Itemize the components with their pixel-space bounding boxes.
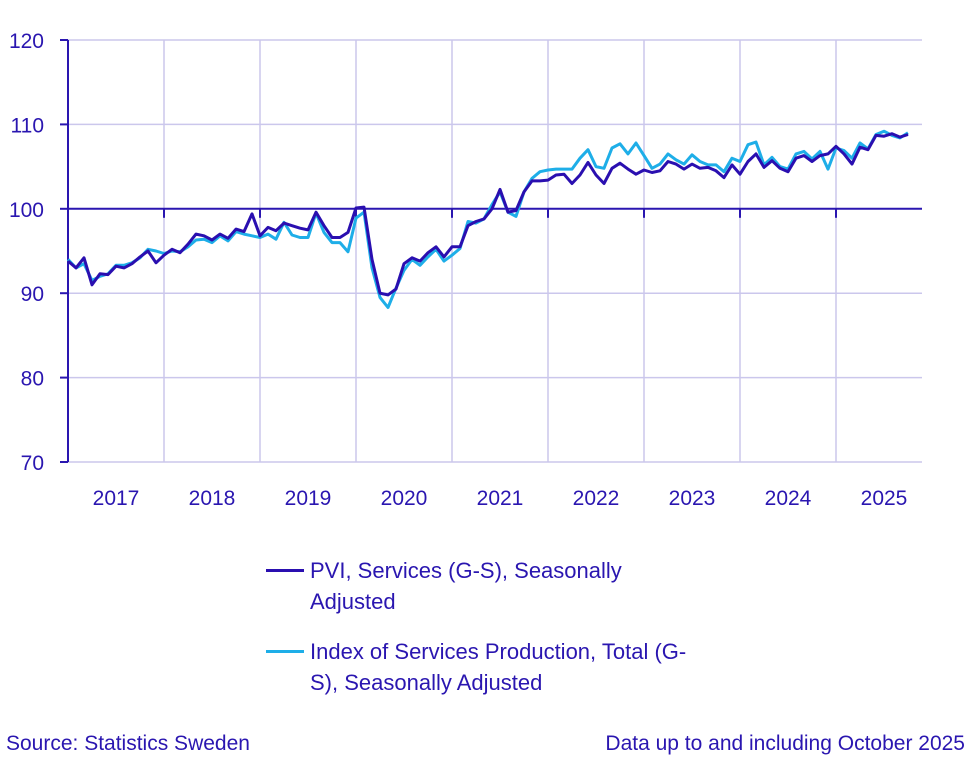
series-line-pvi <box>67 132 909 297</box>
data-note: Data up to and including October 2025 <box>605 732 965 755</box>
legend-label: Adjusted <box>310 589 396 614</box>
legend-swatch-services-index <box>266 650 304 653</box>
source-text: Source: Statistics Sweden <box>6 732 250 755</box>
y-tick-label: 100 <box>9 199 44 222</box>
x-tick-label: 2024 <box>765 487 812 510</box>
series-line-services-index <box>66 129 909 309</box>
legend-item-pvi: PVI, Services (G-S), Seasonally Adjusted <box>266 555 736 617</box>
legend-label: S), Seasonally Adjusted <box>310 670 543 695</box>
legend-label: Index of Services Production, Total (G- <box>310 639 687 664</box>
x-tick-label: 2025 <box>861 487 908 510</box>
x-tick-label: 2022 <box>573 487 620 510</box>
legend-label: PVI, Services (G-S), Seasonally <box>310 558 622 583</box>
y-tick-label: 120 <box>9 30 44 53</box>
y-tick-label: 110 <box>11 114 44 137</box>
x-tick-label: 2023 <box>669 487 716 510</box>
y-tick-label: 70 <box>21 452 44 475</box>
legend-item-services-index: Index of Services Production, Total (G- … <box>266 636 736 698</box>
x-tick-label: 2019 <box>285 487 332 510</box>
x-tick-label: 2020 <box>381 487 428 510</box>
legend-swatch-pvi <box>266 569 304 572</box>
x-tick-label: 2017 <box>93 487 140 510</box>
y-tick-label: 80 <box>21 368 44 391</box>
x-tick-label: 2018 <box>189 487 236 510</box>
y-tick-label: 90 <box>21 283 44 306</box>
x-tick-label: 2021 <box>477 487 524 510</box>
